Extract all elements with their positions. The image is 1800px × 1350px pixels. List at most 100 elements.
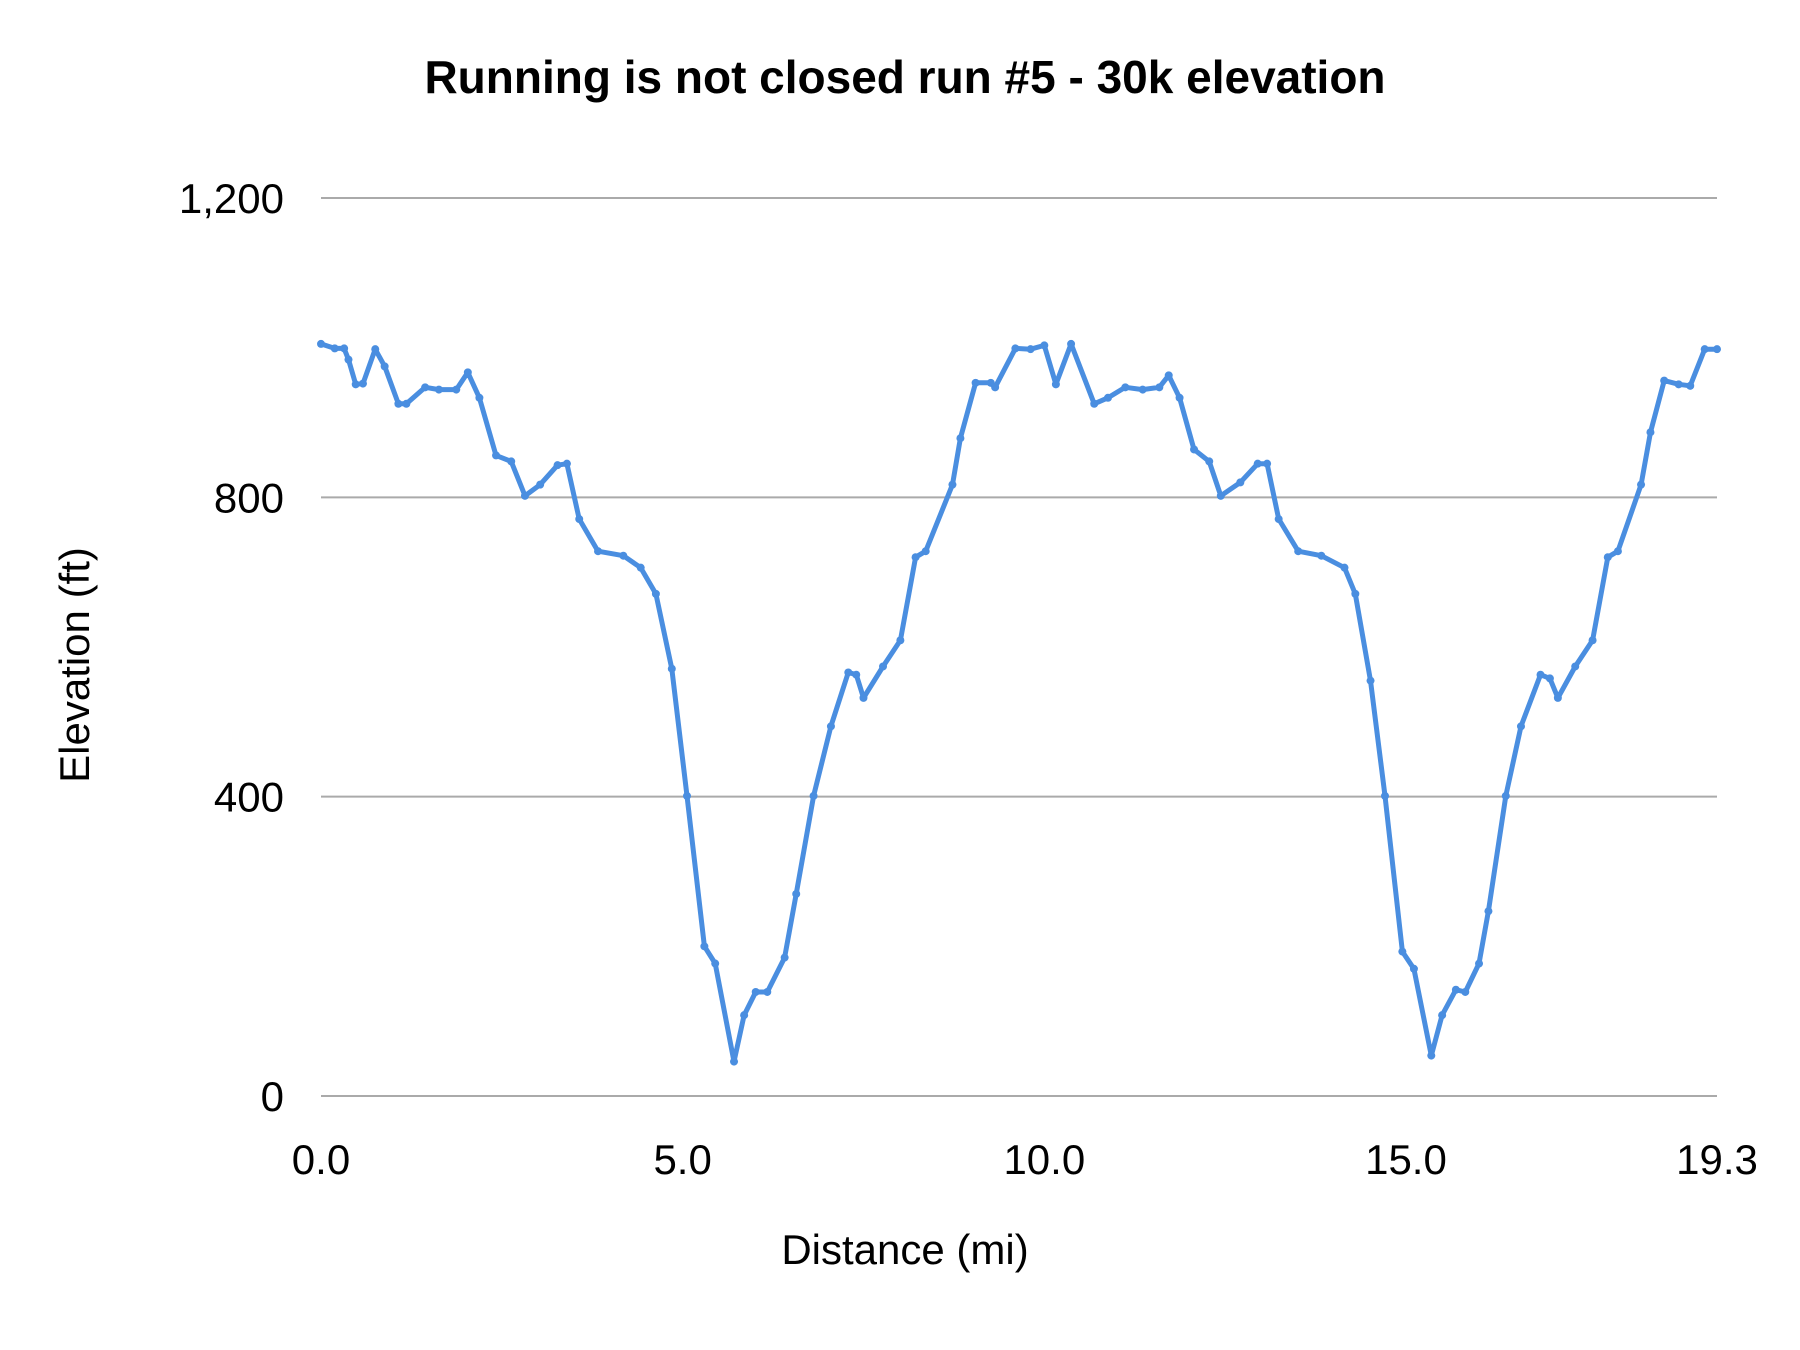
data-point [562, 459, 571, 468]
data-point [1660, 376, 1669, 385]
data-point [1501, 791, 1510, 800]
data-point [1340, 563, 1349, 572]
data-point [1067, 339, 1076, 348]
x-tick-label: 0.0 [292, 1136, 350, 1183]
y-tick-label: 0 [261, 1073, 284, 1120]
data-point [1103, 393, 1112, 402]
data-point [553, 461, 562, 470]
data-point [371, 345, 380, 354]
data-point [1686, 381, 1695, 390]
series-elevation [317, 339, 1721, 1066]
data-point [317, 339, 325, 348]
data-point [1366, 676, 1375, 685]
data-point [575, 515, 584, 524]
y-tick-label: 1,200 [179, 175, 284, 222]
data-point [434, 385, 443, 394]
data-point [1121, 383, 1130, 392]
data-point [1700, 345, 1709, 354]
data-point [1674, 380, 1683, 389]
data-point [826, 722, 835, 731]
data-point [1317, 551, 1326, 560]
data-point [879, 662, 888, 671]
data-point [1205, 457, 1214, 466]
data-point [475, 393, 484, 402]
data-point [1603, 553, 1612, 562]
data-point [340, 344, 349, 353]
data-point [1646, 428, 1655, 437]
data-point [1155, 383, 1164, 392]
data-point [1164, 371, 1173, 380]
data-point [682, 791, 691, 800]
data-point [351, 380, 360, 389]
data-point [619, 551, 628, 560]
data-point [852, 670, 861, 679]
data-point [1409, 964, 1418, 973]
data-point [330, 344, 339, 353]
data-point [1263, 459, 1272, 468]
data-point [1190, 445, 1199, 454]
data-point [1380, 791, 1389, 800]
chart-title: Running is not closed run #5 - 30k eleva… [424, 51, 1385, 103]
data-point [1438, 1011, 1447, 1020]
data-point [700, 942, 709, 951]
data-point [394, 399, 403, 408]
data-point [1516, 722, 1525, 731]
y-axis-label: Elevation (ft) [51, 547, 98, 783]
data-point [792, 889, 801, 898]
data-point [636, 563, 645, 572]
data-point [1545, 674, 1554, 683]
data-point [763, 987, 772, 996]
data-point [1090, 399, 1099, 408]
x-axis-label: Distance (mi) [781, 1226, 1028, 1273]
data-point [1051, 380, 1060, 389]
gridlines [321, 197, 1717, 1097]
data-point [1398, 947, 1407, 956]
x-tick-label: 19.3 [1676, 1136, 1758, 1183]
data-point [536, 480, 545, 489]
x-tick-label: 5.0 [653, 1136, 711, 1183]
data-point [1588, 636, 1597, 645]
data-point [1427, 1051, 1436, 1060]
data-point [594, 547, 603, 556]
data-point [667, 664, 676, 673]
data-point [507, 457, 516, 466]
data-point [1451, 985, 1460, 994]
data-point [463, 368, 472, 377]
data-point [780, 953, 789, 962]
data-point [956, 434, 965, 443]
y-tick-label: 400 [214, 774, 284, 821]
data-point [1216, 491, 1225, 500]
data-point [896, 636, 905, 645]
data-point [948, 480, 957, 489]
data-point [844, 668, 853, 677]
data-point [1236, 478, 1245, 487]
data-point [402, 399, 411, 408]
x-axis-ticks: 0.0 5.0 10.0 15.0 19.3 [292, 1136, 1758, 1183]
data-point [421, 383, 430, 392]
data-point [991, 383, 1000, 392]
y-tick-label: 800 [214, 474, 284, 521]
data-point [492, 451, 501, 460]
data-point [1351, 589, 1360, 598]
data-point [358, 379, 367, 388]
x-tick-label: 15.0 [1365, 1136, 1447, 1183]
data-point [452, 385, 461, 394]
data-point [971, 378, 980, 387]
data-point [1011, 344, 1020, 353]
data-point [1713, 345, 1721, 354]
data-point [1274, 515, 1283, 524]
data-point [911, 553, 920, 562]
data-point [1484, 907, 1493, 916]
data-point [1294, 547, 1303, 556]
data-point [1138, 385, 1147, 394]
y-axis-ticks: 0 400 800 1,200 [179, 175, 284, 1120]
data-point [730, 1057, 739, 1066]
data-point [809, 791, 818, 800]
data-point [711, 959, 720, 968]
data-point [1026, 345, 1035, 354]
data-point [1253, 459, 1262, 468]
data-point [751, 987, 760, 996]
data-point [740, 1011, 749, 1020]
data-point [1571, 662, 1580, 671]
